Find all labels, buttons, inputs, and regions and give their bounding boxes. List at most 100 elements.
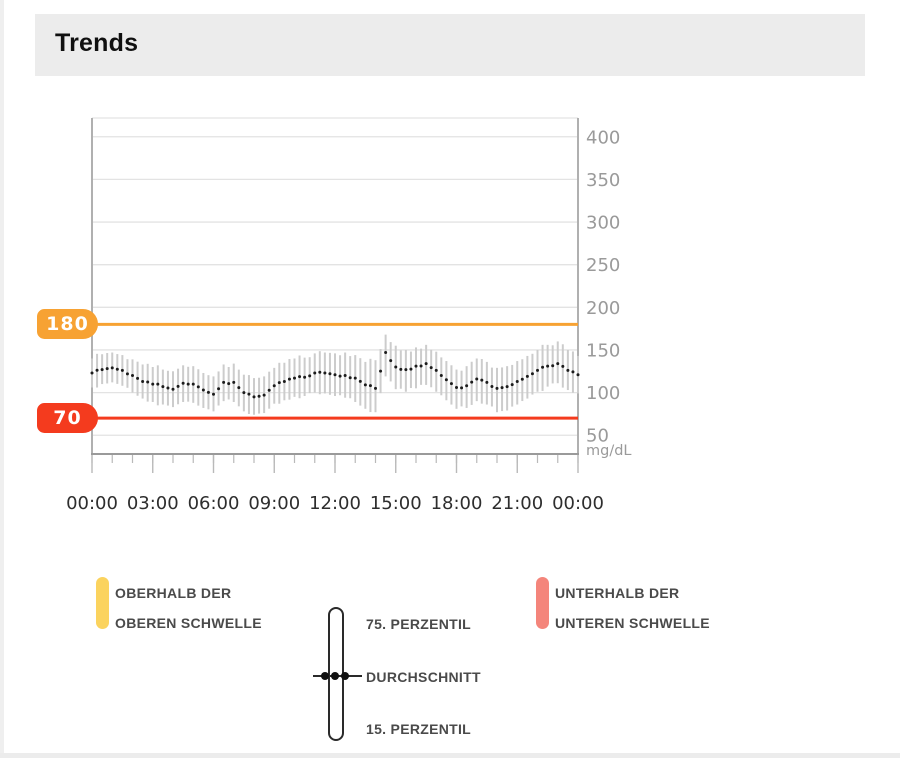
average-dot <box>90 371 94 375</box>
average-dot <box>151 382 155 386</box>
average-dot <box>546 364 550 368</box>
average-dot <box>495 386 499 390</box>
average-dot <box>500 386 504 390</box>
average-dot <box>141 380 145 384</box>
average-dot <box>115 367 119 371</box>
average-dot <box>146 380 150 384</box>
average-dot <box>374 386 377 390</box>
average-dot <box>490 385 494 389</box>
average-dot <box>429 366 433 370</box>
average-dot <box>566 368 570 372</box>
average-dot <box>363 383 367 387</box>
average-dot <box>343 374 347 378</box>
average-dot <box>449 382 453 386</box>
average-dot <box>282 380 286 384</box>
average-dot <box>267 388 271 392</box>
average-dot <box>536 368 539 372</box>
page-title: Trends <box>55 29 139 57</box>
x-tick-label: 03:00 <box>127 493 179 514</box>
average-dot <box>394 365 398 369</box>
percentile-bar <box>374 360 377 413</box>
average-dot <box>308 374 312 378</box>
average-dot <box>520 377 524 381</box>
average-dot <box>368 384 372 388</box>
average-dot <box>95 368 99 372</box>
average-dot <box>293 376 296 380</box>
average-dot <box>475 377 479 381</box>
average-dot <box>131 374 134 378</box>
average-dot <box>136 376 140 380</box>
percentile-bar <box>384 334 387 377</box>
average-dot <box>222 380 226 384</box>
average-dot <box>419 364 423 368</box>
average-dot <box>414 364 418 368</box>
lower-threshold-badge: 70 <box>37 403 98 434</box>
percentile-bar <box>455 369 458 409</box>
average-dot <box>156 382 160 386</box>
x-tick-label: 09:00 <box>248 493 300 514</box>
x-tick-label: 18:00 <box>431 493 483 514</box>
average-dot <box>161 385 165 389</box>
average-dot <box>470 380 474 384</box>
page-left-border <box>0 0 4 758</box>
average-dot-icon <box>321 672 329 680</box>
percentile-lower-label: 15. PERZENTIL <box>366 721 472 737</box>
average-dot <box>530 372 534 376</box>
average-dot <box>262 393 266 397</box>
average-dot <box>323 371 327 375</box>
average-dot <box>217 387 221 391</box>
average-dot <box>105 367 109 371</box>
average-dot <box>434 368 438 372</box>
y-tick-label: 300 <box>586 213 620 234</box>
upper-threshold-badge: 180 <box>37 309 98 340</box>
average-dot <box>186 382 190 386</box>
average-dot <box>110 366 114 370</box>
average-dot <box>196 385 200 389</box>
average-label: DURCHSCHNITT <box>366 669 481 685</box>
average-dot <box>100 368 104 372</box>
percentile-upper-label: 75. PERZENTIL <box>366 616 472 632</box>
page-bottom-border <box>0 753 900 758</box>
average-dot <box>318 370 322 374</box>
average-dot-icon <box>331 672 339 680</box>
y-tick-label: 250 <box>586 255 620 276</box>
average-dot <box>252 395 256 399</box>
average-dot <box>571 370 575 374</box>
y-tick-label: 100 <box>586 383 620 404</box>
above-threshold-label-line2: OBEREN SCHWELLE <box>115 615 262 631</box>
x-tick-label: 12:00 <box>309 493 361 514</box>
average-dot-icon <box>341 672 349 680</box>
y-tick-label: 200 <box>586 298 620 319</box>
average-dot <box>439 374 443 378</box>
average-dot <box>455 385 458 389</box>
average-dot <box>424 362 428 366</box>
average-dot <box>480 378 484 382</box>
average-dot <box>525 374 529 378</box>
average-dot <box>181 381 185 385</box>
average-dot <box>384 351 388 355</box>
average-dot <box>287 377 291 381</box>
percentile-bar <box>415 347 417 389</box>
x-tick-label: 21:00 <box>491 493 543 514</box>
average-dot <box>404 368 408 372</box>
average-dot <box>171 387 175 391</box>
average-dot <box>389 359 393 363</box>
average-dot <box>313 371 317 375</box>
percentile-bar <box>496 367 498 413</box>
y-tick-label: 400 <box>586 127 620 148</box>
y-tick-label: 50 <box>586 426 609 447</box>
average-dot <box>561 364 565 368</box>
section-header: Trends <box>35 14 865 76</box>
average-dot <box>353 376 357 380</box>
x-tick-label: 00:00 <box>66 493 118 514</box>
percentile-bar <box>501 367 504 412</box>
average-dot <box>399 367 403 371</box>
below-threshold-label-line1: UNTERHALB DER <box>555 585 680 601</box>
above-threshold-pill-icon <box>96 577 109 629</box>
average-dot <box>409 367 413 371</box>
below-threshold-pill-icon <box>536 577 549 629</box>
x-tick-label: 00:00 <box>552 493 604 514</box>
y-axis-unit-label: mg/dL <box>586 443 632 459</box>
